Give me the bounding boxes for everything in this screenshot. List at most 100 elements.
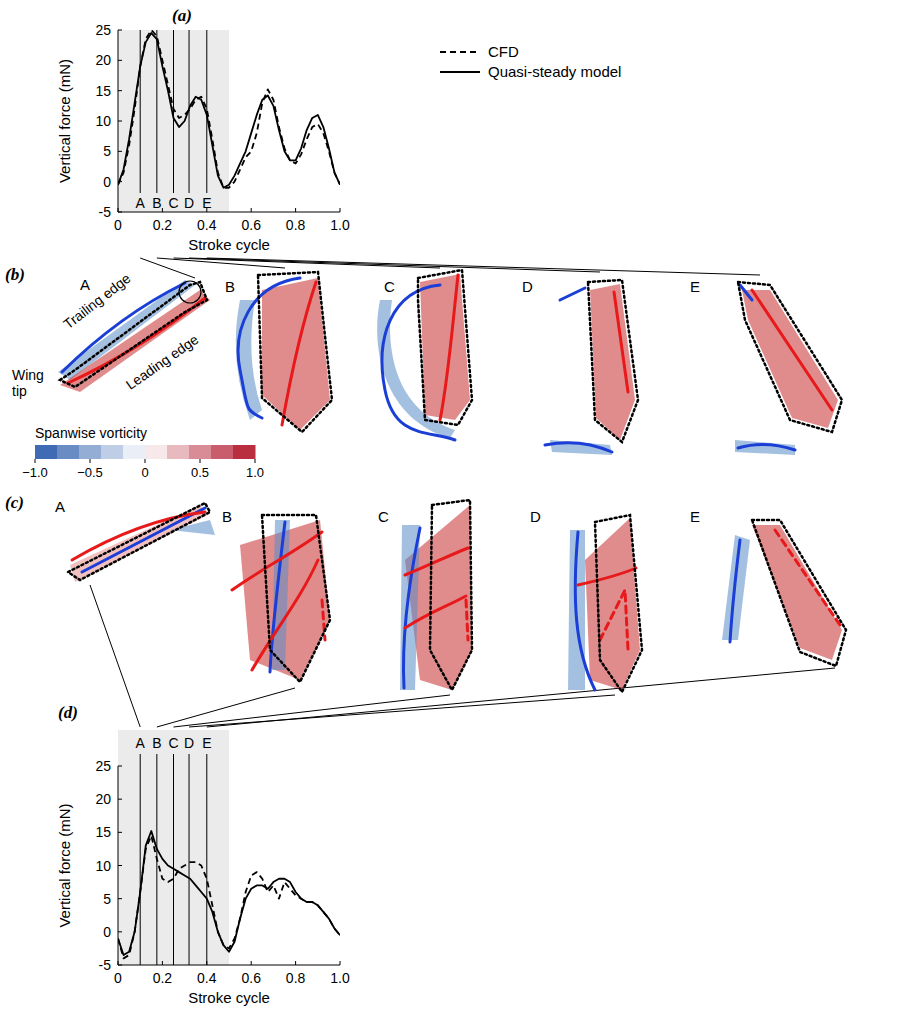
wing-outline — [738, 282, 842, 432]
panel-letter: (a) — [172, 6, 192, 25]
colorbar-step — [189, 445, 212, 459]
y-tick-label: 25 — [95, 22, 111, 38]
snapshot-label: A — [136, 735, 146, 751]
connector — [174, 258, 441, 268]
colorbar-tick — [90, 459, 91, 463]
series-line — [118, 831, 340, 955]
legend-label: CFD — [488, 43, 519, 60]
y-tick — [118, 865, 122, 866]
y-tick-label: -5 — [99, 204, 112, 220]
legend-swatch — [440, 71, 480, 73]
x-tick-label: 0.8 — [286, 217, 306, 233]
x-tick — [251, 961, 252, 965]
x-tick — [206, 961, 207, 965]
y-tick — [118, 60, 122, 61]
snapshot-label: C — [168, 735, 178, 751]
colorbar-tick-label: 0.5 — [191, 465, 209, 480]
x-axis — [118, 965, 340, 966]
vorticity-snapshot — [236, 272, 332, 432]
panel-letter: (d) — [58, 703, 78, 722]
vortex-line — [440, 275, 458, 420]
colorbar-label: Spanwise vorticity — [35, 425, 147, 441]
y-axis-title: Vertical force (mN) — [56, 803, 73, 927]
y-tick-label: -5 — [99, 957, 112, 973]
colorbar-step — [167, 445, 190, 459]
y-tick — [118, 931, 122, 932]
x-tick-label: 0 — [114, 970, 122, 986]
x-tick — [118, 208, 119, 212]
snapshot-label: E — [202, 195, 211, 211]
colorbar-step — [35, 445, 58, 459]
x-tick-label: 0 — [114, 217, 122, 233]
edge-label-line: Wing — [12, 367, 44, 383]
colorbar-tick — [145, 459, 146, 463]
colorbar-tick — [200, 459, 201, 463]
vortex-line — [252, 560, 318, 670]
wing-outline — [418, 270, 472, 425]
colorbar-step — [101, 445, 124, 459]
snapshot-row: (b)ABCDE — [5, 265, 842, 455]
vorticity-blob — [58, 280, 195, 380]
snapshot-label: A — [136, 195, 146, 211]
vorticity-snapshot — [400, 500, 472, 690]
x-tick — [251, 208, 252, 212]
snapshot-label: D — [522, 278, 533, 295]
wing-outline — [68, 503, 210, 580]
vortex-line — [560, 288, 585, 300]
colorbar-tick-label: 1.0 — [246, 465, 264, 480]
y-tick — [118, 121, 122, 122]
colorbar-step — [57, 445, 80, 459]
connector — [189, 258, 600, 272]
snapshot-label: C — [378, 508, 389, 525]
plot-lines — [118, 30, 340, 188]
y-tick — [118, 799, 122, 800]
x-axis — [118, 212, 340, 213]
snapshot-line — [140, 30, 141, 193]
series-line — [118, 30, 340, 188]
colorbar-step — [145, 445, 168, 459]
edge-label-line: tip — [12, 383, 27, 399]
x-tick — [118, 961, 119, 965]
colorbar-tick-label: −0.5 — [77, 465, 103, 480]
vorticity-blob — [70, 505, 208, 582]
vorticity-blob — [420, 274, 470, 420]
snapshot-label: E — [690, 278, 700, 295]
x-tick — [340, 961, 341, 965]
y-tick — [118, 766, 122, 767]
vortex-line — [238, 278, 300, 418]
figure: ABCDE-5051015202500.20.40.60.81.0Stroke … — [0, 0, 899, 1018]
y-tick — [118, 30, 122, 31]
x-tick-label: 0.6 — [241, 970, 261, 986]
y-tick-label: 15 — [95, 83, 111, 99]
snapshot-line — [156, 30, 157, 193]
wing-outline — [588, 280, 638, 442]
wing-outline — [752, 520, 846, 666]
snapshot-label: A — [55, 498, 65, 515]
x-tick — [206, 208, 207, 212]
y-tick — [118, 212, 122, 213]
y-tick-label: 20 — [95, 52, 111, 68]
colorbar — [35, 445, 256, 459]
snapshot-line — [173, 30, 174, 193]
vortex-line — [82, 508, 205, 572]
colorbar-step — [123, 445, 146, 459]
connector — [90, 585, 140, 727]
snapshot-label: C — [384, 278, 395, 295]
snapshot-label: B — [152, 735, 161, 751]
x-tick — [162, 208, 163, 212]
vorticity-blob — [752, 525, 842, 660]
x-axis-title: Stroke cycle — [188, 989, 270, 1006]
vorticity-snapshot — [722, 520, 846, 666]
vortex-line — [270, 522, 285, 672]
colorbar-step — [79, 445, 102, 459]
snapshot-label: C — [168, 195, 178, 211]
x-tick — [295, 208, 296, 212]
vortex-line — [578, 568, 636, 585]
x-tick — [340, 208, 341, 212]
vorticity-blob — [742, 290, 838, 428]
x-axis-title: Stroke cycle — [188, 236, 270, 253]
x-tick-label: 0.4 — [197, 970, 217, 986]
x-tick-label: 0.4 — [197, 217, 217, 233]
vortex-line — [600, 590, 628, 650]
snapshot-label: B — [222, 508, 232, 525]
